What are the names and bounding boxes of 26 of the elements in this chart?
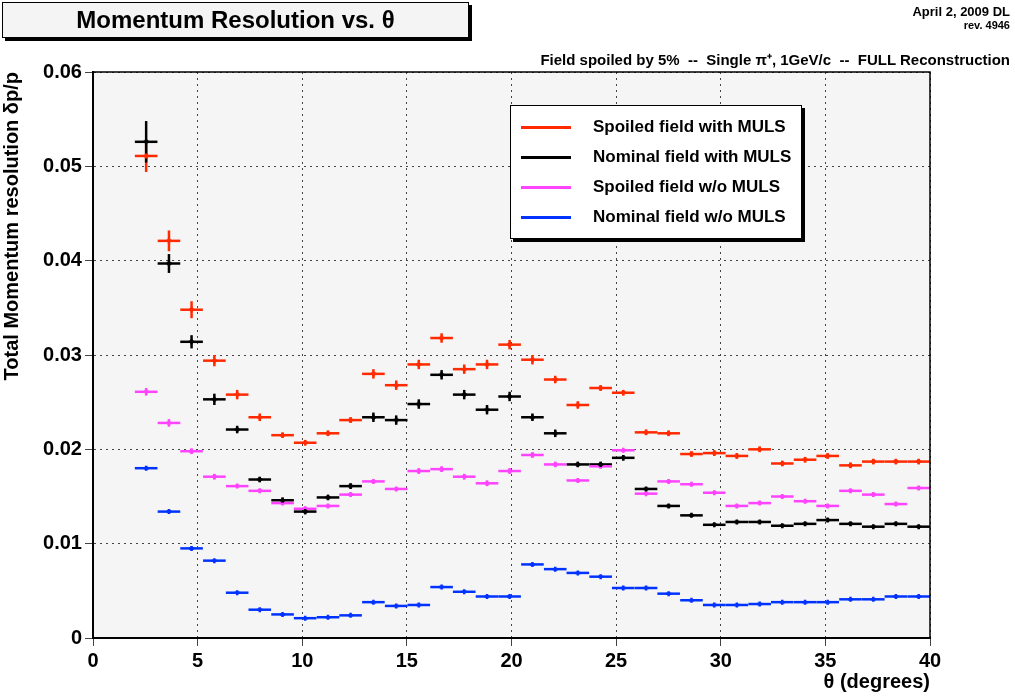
x-tick-label: 5 — [192, 648, 204, 671]
x-tick-label: 40 — [918, 648, 942, 671]
legend-label: Spoiled field w/o MULS — [593, 177, 780, 197]
x-tick-label: 25 — [605, 648, 628, 671]
text: April 2, 2009 DL — [912, 4, 1010, 19]
y-tick-label: 0 — [70, 625, 82, 648]
x-tick-label: 30 — [709, 648, 732, 671]
y-tick-label: 0.02 — [43, 436, 82, 459]
chart-title: Momentum Resolution vs. θ — [2, 2, 469, 38]
legend-label: Nominal field w/o MULS — [593, 207, 786, 227]
y-tick-label: 0.04 — [43, 248, 83, 271]
x-tick-label: 10 — [291, 648, 314, 671]
x-tick-label: 0 — [87, 648, 99, 671]
x-tick-label: 35 — [814, 648, 837, 671]
text: rev. 4946 — [962, 19, 1010, 31]
y-tick-label: 0.05 — [43, 153, 82, 176]
y-axis-title: Total Momentum resolution δp/p — [0, 72, 22, 381]
y-tick-label: 0.03 — [43, 342, 82, 365]
x-tick-label: 15 — [395, 648, 418, 671]
y-tick-label: 0.06 — [43, 59, 82, 82]
chart-subtitle: Field spoiled by 5% -- Single π⁺, 1GeV/c -- FULL Reconstruction — [540, 50, 1010, 69]
x-tick-label: 20 — [500, 648, 523, 671]
x-axis-title: θ (degrees) — [823, 669, 930, 692]
legend-label: Nominal field with MULS — [593, 147, 792, 167]
legend-label: Spoiled field with MULS — [593, 117, 786, 137]
y-tick-label: 0.01 — [43, 531, 82, 554]
